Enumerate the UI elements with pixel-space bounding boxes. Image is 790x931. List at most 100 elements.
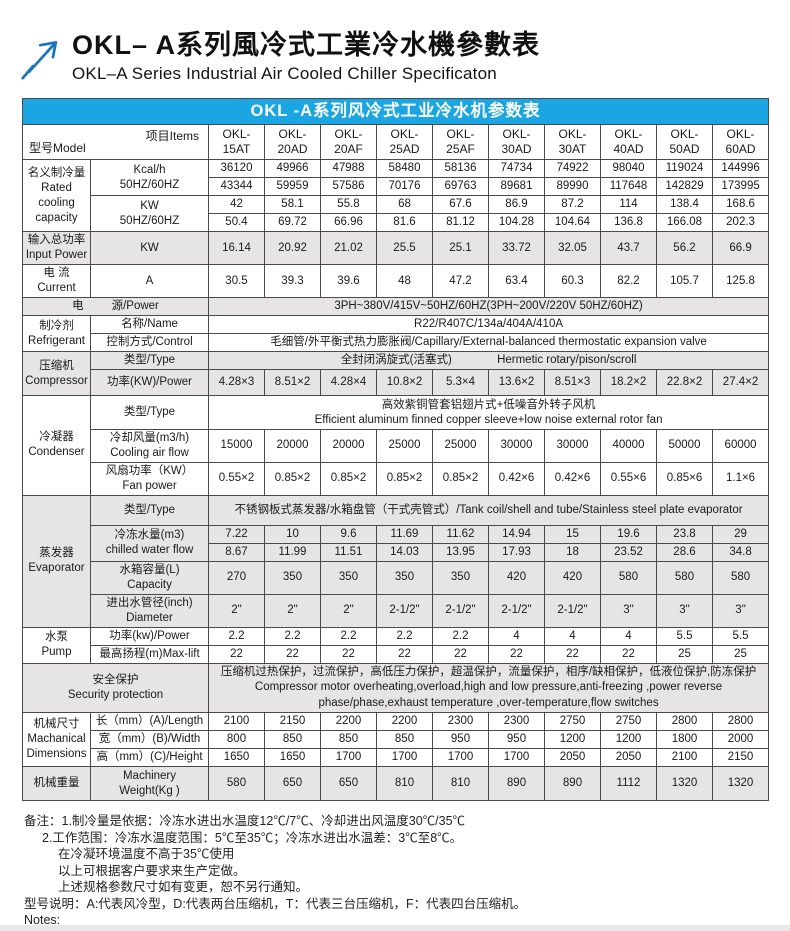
row-compressor-type: 压缩机 Compressor 类型/Type 全封闭涡旋式(活塞式) Herme… — [22, 351, 770, 396]
value-cell: 420 — [488, 560, 545, 595]
model-header-row: 型号Model 项目Items OKL- 15AT OKL- 20AD OKL-… — [22, 124, 770, 161]
page-subtitle: OKL–A Series Industrial Air Cooled Chill… — [72, 64, 497, 84]
value-cell: 5.3×4 — [432, 369, 489, 396]
value-cell: 69763 — [432, 177, 489, 197]
model-header: OKL- 30AT — [544, 124, 601, 161]
value-cell: 56.2 — [656, 231, 713, 266]
value-cell: 2050 — [600, 748, 657, 768]
condenser-type-zh: 高效紫铜管套铝翅片式+低噪音外转子风机 — [381, 398, 596, 411]
value-cell: 2800 — [656, 712, 713, 732]
model-header: OKL- 25AF — [432, 124, 489, 161]
value-cell: 0.85×2 — [320, 461, 377, 496]
value-cell: 580 — [600, 560, 657, 595]
value-cell: 10 — [264, 524, 321, 544]
value-cell: 4 — [544, 626, 601, 646]
value-cell: 420 — [544, 560, 601, 595]
row-evaporator-flow-60hz: 8.67 11.99 11.51 14.03 13.95 17.93 18 23.52 28.6… — [23, 542, 770, 562]
row-pump-lift: 最高扬程(m)Max-lift 22 22 22 22 22 22 22 22 25 25 — [23, 644, 770, 664]
section-label-compressor: 压缩机 Compressor — [22, 351, 91, 396]
item-label-evaporator-flow: 冷冻水量(m3) chilled water flow — [90, 524, 209, 562]
item-label-length: 长（mm）(A)/Length — [90, 712, 209, 732]
value-cell: 67.6 — [432, 195, 489, 215]
item-label-width: 宽（mm）(B)/Width — [90, 730, 209, 750]
value-cell: 1700 — [320, 748, 377, 768]
item-label-pump-lift: 最高扬程(m)Max-lift — [90, 644, 209, 664]
row-evaporator-type: 蒸发器 Evaporator 类型/Type 不锈钢板式蒸发器/水箱盘管（干式壳… — [22, 494, 770, 628]
value-cell: 2050 — [544, 748, 601, 768]
page-title: OKL– A系列風冷式工業冷水機參數表 — [72, 30, 541, 60]
value-cell: 800 — [208, 730, 265, 750]
security-text-zh: 压缩机过热保护，过流保护，高低压力保护，超温保护，流量保护，相序/缺相保护，低液… — [220, 665, 757, 678]
row-evaporator-capacity: 水箱容量(L) Capacity 270 350 350 350 350 420 420 58… — [23, 560, 770, 595]
value-cell: 89990 — [544, 177, 601, 197]
value-cell: 11.69 — [376, 524, 433, 544]
value-cell: 74922 — [544, 159, 601, 179]
value-cell: 2300 — [432, 712, 489, 732]
value-cell: 2150 — [264, 712, 321, 732]
value-cell: 4 — [600, 626, 657, 646]
value-cell: 166.08 — [656, 213, 713, 233]
notes-block: 备注：1.制冷量是依据：冷冻水进出水温度12℃/7℃、冷却进出风温度30℃/35… — [24, 813, 526, 929]
value-cell: 2.2 — [320, 626, 377, 646]
value-cell: 1650 — [208, 748, 265, 768]
value-cell: 49966 — [264, 159, 321, 179]
value-cell: 2-1/2" — [544, 593, 601, 628]
value-cell: 14.94 — [488, 524, 545, 544]
value-cell: 25 — [711, 644, 770, 664]
value-cell: 36120 — [208, 159, 265, 179]
value-cell: 22 — [264, 644, 321, 664]
row-security-protection: 安全保护 Security protection 压缩机过热保护，过流保护，高低… — [22, 662, 770, 714]
value-cell: 2.2 — [208, 626, 265, 646]
refrigerant-name-value: R22/R407C/134a/404A/410A — [207, 315, 770, 335]
value-cell: 1320 — [711, 766, 770, 802]
value-cell: 28.6 — [656, 542, 713, 562]
value-cell: 5.5 — [711, 626, 770, 646]
value-cell: 30000 — [488, 429, 545, 463]
value-cell: 20000 — [264, 429, 321, 463]
section-label-security: 安全保护 Security protection — [22, 662, 209, 714]
section-label-dimensions: 机械尺寸 Machanical Dimensions — [22, 712, 91, 768]
value-cell: 0.85×2 — [376, 461, 433, 496]
power-supply-label: 电 源/Power — [22, 297, 209, 317]
value-cell: 1700 — [488, 748, 545, 768]
value-cell: 2800 — [711, 712, 770, 732]
value-cell: 55.8 — [320, 195, 377, 215]
corner-model-label: 型号Model — [29, 140, 86, 155]
value-cell: 4.28×4 — [320, 369, 377, 396]
section-label-weight: 机械重量 — [22, 766, 91, 802]
value-cell: 66.96 — [320, 213, 377, 233]
value-cell: 350 — [432, 560, 489, 595]
value-cell: 2" — [264, 593, 321, 628]
power-supply-label-en: 源/Power — [111, 300, 159, 313]
note-line: 上述规格参数尺寸如有变更，恕不另行通知。 — [58, 880, 309, 894]
value-cell: 850 — [320, 730, 377, 750]
row-evaporator-flow-50hz: 冷冻水量(m3) chilled water flow 7.22 10 9.6 11.… — [23, 524, 770, 562]
value-cell: 2.2 — [264, 626, 321, 646]
value-cell: 57586 — [320, 177, 377, 197]
value-cell: 10.8×2 — [376, 369, 433, 396]
value-cell: 3" — [656, 593, 713, 628]
row-dimension-width: 宽（mm）(B)/Width 800 850 850 850 950 950 1200 120… — [23, 730, 770, 750]
value-cell: 105.7 — [656, 264, 713, 299]
value-cell: 2100 — [656, 748, 713, 768]
value-cell: 15 — [544, 524, 601, 544]
value-cell: 2150 — [711, 748, 770, 768]
section-label-evaporator: 蒸发器 Evaporator — [22, 494, 91, 628]
row-refrigerant-name: 制冷剂 Refrigerant 名称/Name R22/R407C/134a/4… — [22, 315, 770, 353]
item-label-weight: Machinery Weight(Kg ) — [90, 766, 209, 802]
value-cell: 810 — [376, 766, 433, 802]
value-cell: 22 — [208, 644, 265, 664]
value-cell: 1800 — [656, 730, 713, 750]
value-cell: 2100 — [208, 712, 265, 732]
value-cell: 1650 — [264, 748, 321, 768]
value-cell: 2000 — [711, 730, 770, 750]
value-cell: 138.4 — [656, 195, 713, 215]
compressor-type-en: Hermetic rotary/pison/scroll — [497, 354, 637, 367]
item-label-refrigerant-name: 名称/Name — [90, 315, 209, 335]
row-dimension-length: 机械尺寸 Machanical Dimensions 长（mm）(A)/Leng… — [22, 712, 770, 768]
table-caption-row: OKL -A系列风冷式工业冷水机参数表 — [21, 97, 770, 126]
value-cell: 2750 — [600, 712, 657, 732]
value-cell: 1200 — [544, 730, 601, 750]
value-cell: 40000 — [600, 429, 657, 463]
value-cell: 16.14 — [208, 231, 265, 266]
